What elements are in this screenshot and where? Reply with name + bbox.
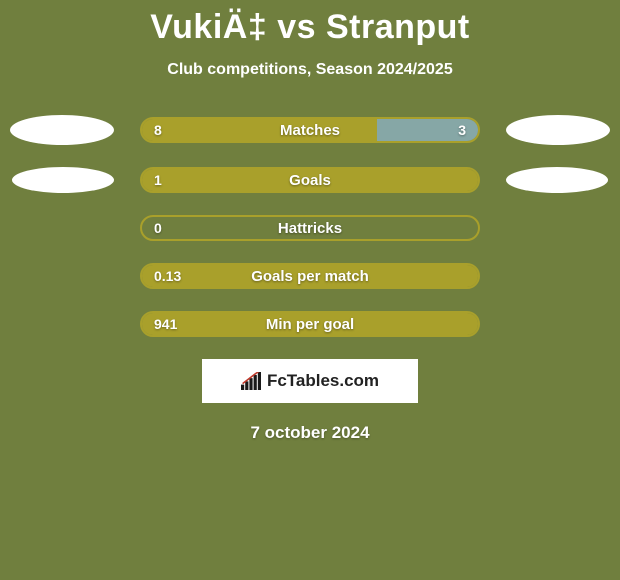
stat-value-left: 0	[154, 217, 162, 239]
side-spacer	[10, 228, 114, 229]
stat-value-left: 0.13	[154, 265, 181, 287]
side-spacer	[10, 324, 114, 325]
side-spacer	[506, 276, 610, 277]
stat-row: Goals per match0.13	[0, 263, 620, 289]
stat-value-right: 3	[458, 119, 466, 141]
player-right-ellipse	[506, 115, 610, 145]
stat-rows: Matches8 3 Goals1 Hattricks0 Goals per match…	[0, 115, 620, 337]
stat-value-left: 941	[154, 313, 177, 335]
player-left-ellipse	[10, 115, 114, 145]
logo-svg	[241, 372, 263, 390]
stat-bar: Goals1	[140, 167, 480, 193]
player-left-ellipse	[12, 167, 114, 193]
side-spacer	[506, 324, 610, 325]
side-spacer	[10, 276, 114, 277]
subtitle: Club competitions, Season 2024/2025	[0, 61, 620, 79]
stat-row: Hattricks0	[0, 215, 620, 241]
stat-bar: Hattricks0	[140, 215, 480, 241]
stat-bar: Matches8 3	[140, 117, 480, 143]
page-title: VukiÄ‡ vs Stranput	[0, 8, 620, 47]
stat-value-left: 8	[154, 119, 162, 141]
stat-value-left: 1	[154, 169, 162, 191]
stat-label: Goals per match	[142, 265, 478, 287]
player-right-ellipse	[506, 167, 608, 193]
stat-row: Min per goal941	[0, 311, 620, 337]
chart-container: VukiÄ‡ vs Stranput Club competitions, Se…	[0, 0, 620, 580]
side-spacer	[506, 228, 610, 229]
stat-label: Hattricks	[142, 217, 478, 239]
stat-row: Matches8 3	[0, 115, 620, 145]
logo-text: FcTables.com	[267, 371, 379, 391]
date-label: 7 october 2024	[0, 423, 620, 443]
stat-bar: Min per goal941	[140, 311, 480, 337]
stat-label: Min per goal	[142, 313, 478, 335]
stat-bar: Goals per match0.13	[140, 263, 480, 289]
stat-label: Goals	[142, 169, 478, 191]
stat-row: Goals1	[0, 167, 620, 193]
logo-box: FcTables.com	[202, 359, 418, 403]
stat-label: Matches	[142, 119, 478, 141]
logo-chart-icon	[241, 372, 263, 390]
